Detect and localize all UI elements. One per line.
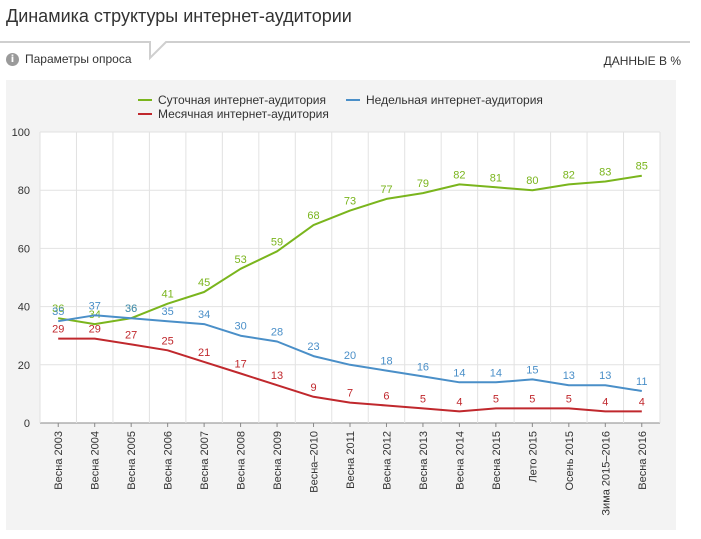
data-label: 14 <box>453 367 465 379</box>
page-title: Динамика структуры интернет-аудитории <box>6 6 352 26</box>
data-label: 82 <box>453 169 465 181</box>
y-tick-label: 80 <box>18 185 30 197</box>
data-label: 15 <box>526 364 538 376</box>
data-label: 5 <box>529 393 535 405</box>
data-label: 68 <box>307 210 319 222</box>
data-label: 14 <box>490 367 502 379</box>
y-tick-label: 60 <box>18 243 30 255</box>
data-label: 21 <box>198 347 210 359</box>
x-tick-label: Весна 2013 <box>418 431 430 490</box>
data-label: 36 <box>52 303 64 315</box>
data-label: 25 <box>162 335 174 347</box>
data-label: 37 <box>89 300 101 312</box>
x-tick-label: Весна 2015 <box>491 431 503 490</box>
legend-label: Месячная интернет-аудитория <box>158 107 329 121</box>
x-tick-label: Весна 2012 <box>381 431 393 490</box>
x-tick-label: Весна 2005 <box>126 431 138 490</box>
x-tick-label: Весна 2008 <box>236 431 248 490</box>
data-label: 4 <box>456 396 462 408</box>
data-label: 82 <box>563 169 575 181</box>
data-label: 13 <box>563 370 575 382</box>
data-label: 9 <box>310 382 316 394</box>
x-tick-label: Весна–2010 <box>309 431 321 493</box>
data-label: 41 <box>162 289 174 301</box>
data-label: 28 <box>271 327 283 339</box>
line-chart: 0 20 40 60 80 100 Весна 2003 Весна 2004 Весна 20… <box>12 93 661 516</box>
data-label: 85 <box>636 161 648 173</box>
data-label: 29 <box>52 324 64 336</box>
data-label: 13 <box>271 370 283 382</box>
x-tick-label: Весна 2016 <box>637 431 649 490</box>
data-label: 5 <box>420 393 426 405</box>
data-label: 34 <box>198 309 210 321</box>
data-label: 35 <box>162 306 174 318</box>
data-label: 30 <box>234 321 246 333</box>
data-label: 20 <box>344 350 356 362</box>
x-tick-label: Лето 2015 <box>527 431 539 483</box>
data-label: 29 <box>89 324 101 336</box>
data-label: 83 <box>599 166 611 178</box>
chart-panel: 0 20 40 60 80 100 Весна 2003 Весна 2004 Весна 20… <box>6 80 676 530</box>
data-label: 4 <box>602 396 608 408</box>
data-label: 4 <box>639 396 645 408</box>
data-label: 53 <box>234 254 246 266</box>
y-tick-label: 100 <box>12 127 30 139</box>
header-tab-line <box>0 41 690 61</box>
plot-area <box>40 132 660 423</box>
data-label: 7 <box>347 388 353 400</box>
data-label: 36 <box>125 303 137 315</box>
info-icon: i <box>6 52 19 66</box>
data-label: 16 <box>417 361 429 373</box>
series-line <box>58 337 642 413</box>
data-label: 6 <box>383 391 389 403</box>
data-label: 80 <box>526 175 538 187</box>
data-label: 73 <box>344 196 356 208</box>
x-tick-label: Весна 2003 <box>53 431 65 490</box>
x-tick-label: Весна 2009 <box>272 431 284 490</box>
y-tick-label: 20 <box>18 360 30 372</box>
x-tick-label: Весна 2007 <box>199 431 211 490</box>
units-label: ДАННЫЕ В % <box>603 54 681 68</box>
survey-parameters-label: Параметры опроса <box>25 52 132 66</box>
data-label: 11 <box>636 376 647 388</box>
data-label: 77 <box>380 184 392 196</box>
data-label: 45 <box>198 277 210 289</box>
x-tick-label: Осень 2015 <box>564 431 576 491</box>
data-label: 36 <box>125 303 137 315</box>
data-label: 59 <box>271 236 283 248</box>
data-label: 13 <box>599 370 611 382</box>
data-label: 5 <box>566 393 572 405</box>
x-tick-label: Весна 2014 <box>454 431 466 490</box>
x-tick-label: Весна 2011 <box>345 431 357 489</box>
x-tick-label: Весна 2006 <box>163 431 175 490</box>
y-tick-label: 0 <box>24 418 30 430</box>
x-tick-label: Зима 2015–2016 <box>600 431 612 516</box>
x-tick-label: Весна 2004 <box>90 431 102 490</box>
y-tick-label: 40 <box>18 302 30 314</box>
survey-parameters-toggle[interactable]: i Параметры опроса <box>6 52 132 66</box>
data-label: 27 <box>125 329 137 341</box>
data-label: 23 <box>307 341 319 353</box>
data-label: 18 <box>380 356 392 368</box>
legend-label: Недельная интернет-аудитория <box>366 93 543 107</box>
data-label: 79 <box>417 178 429 190</box>
data-label: 81 <box>490 172 502 184</box>
data-label: 17 <box>234 359 246 371</box>
series-line <box>58 174 642 326</box>
legend-label: Суточная интернет-аудитория <box>158 93 326 107</box>
series-line <box>58 314 642 392</box>
data-label: 5 <box>493 393 499 405</box>
data-label: 35 <box>52 306 64 318</box>
